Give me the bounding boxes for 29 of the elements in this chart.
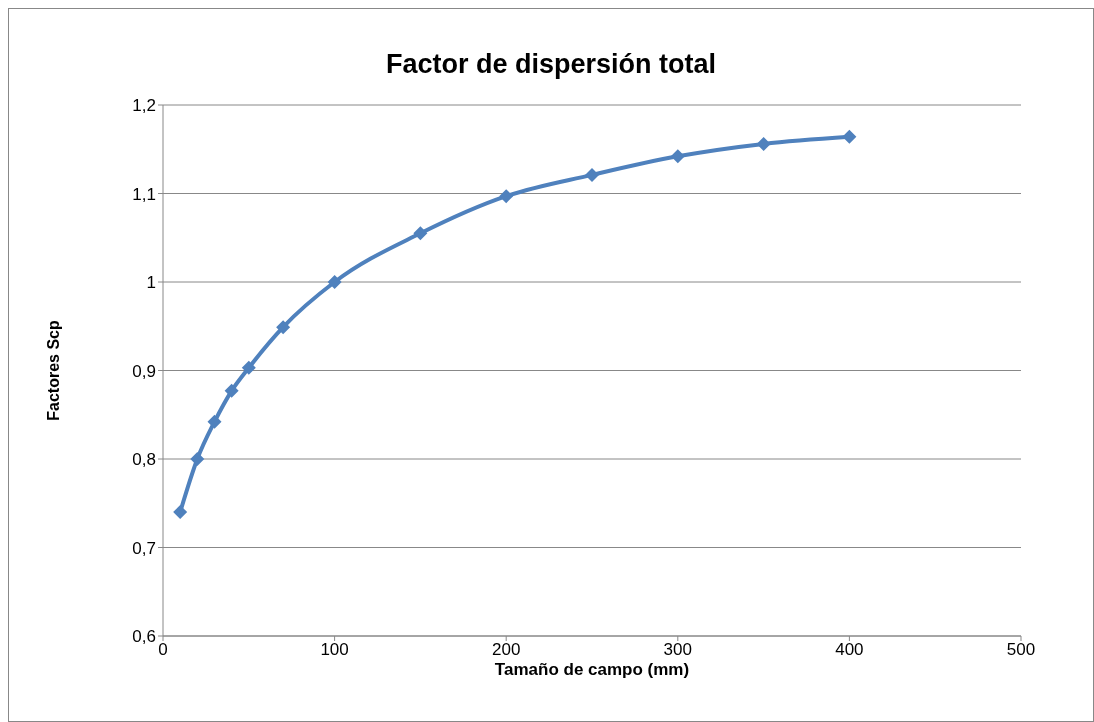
y-axis-title: Factores Scp xyxy=(44,320,62,421)
point xyxy=(207,414,222,429)
y-tick-label: 1 xyxy=(146,273,156,293)
x-tick-label: 400 xyxy=(835,640,864,660)
point xyxy=(585,167,599,182)
x-tick-label: 200 xyxy=(492,640,521,660)
y-tick-label: 0,7 xyxy=(132,538,156,558)
point xyxy=(224,383,239,398)
y-tick-label: 0,9 xyxy=(132,361,156,381)
x-tick-label: 100 xyxy=(320,640,349,660)
point xyxy=(327,275,342,289)
point xyxy=(842,129,857,144)
point xyxy=(670,149,685,164)
chart-title: Factor de dispersión total xyxy=(384,49,718,80)
x-axis-title: Tamaño de campo (mm) xyxy=(494,660,690,679)
point xyxy=(499,189,514,204)
y-tick-label: 0,6 xyxy=(132,627,156,647)
point xyxy=(756,136,771,151)
y-tick-label: 1,2 xyxy=(132,96,156,116)
point xyxy=(413,226,428,241)
point xyxy=(190,452,205,466)
y-tick-label: 1,1 xyxy=(132,184,156,204)
point xyxy=(173,505,188,520)
x-tick-label: 0 xyxy=(158,640,168,660)
x-tick-label: 300 xyxy=(663,640,692,660)
y-tick-label: 0,8 xyxy=(132,450,156,470)
x-tick-label: 500 xyxy=(1006,640,1036,660)
point xyxy=(276,320,291,335)
point xyxy=(241,360,256,375)
